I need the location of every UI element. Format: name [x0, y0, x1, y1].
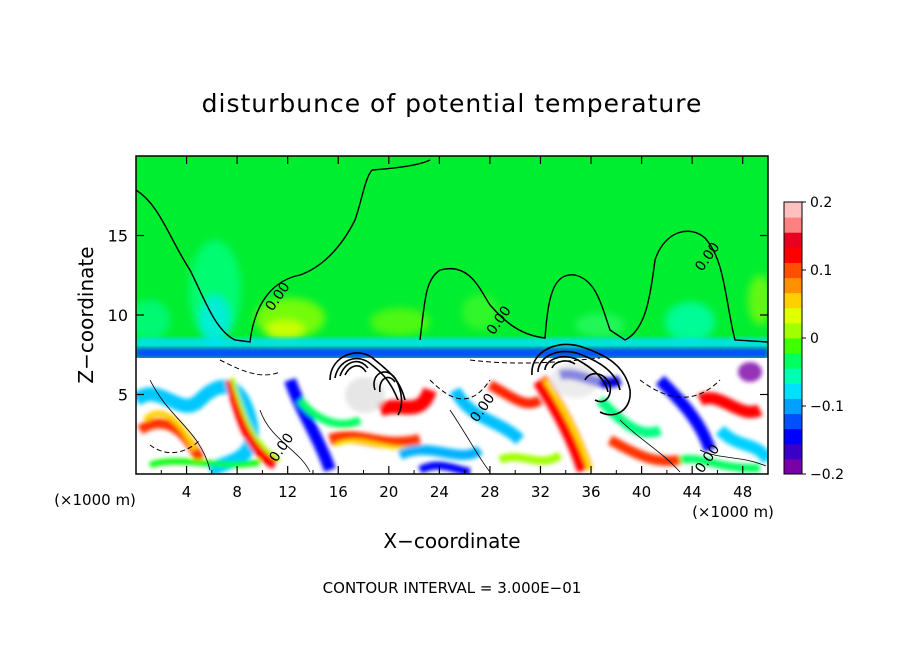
x-tick-label: 24: [430, 483, 449, 501]
colorbar-tick-label: 0.2: [810, 195, 832, 211]
colorbar-swatch: [784, 217, 802, 233]
colorbar-swatch: [784, 428, 802, 445]
y-axis: 5 10 15: [108, 227, 768, 405]
colorbar: 0.2 0.1 0 −0.1 −0.2: [783, 195, 844, 483]
colorbar-swatch: [784, 277, 802, 294]
x-axis-label: X−coordinate: [383, 529, 520, 553]
x-tick-label: 48: [733, 483, 752, 501]
colorbar-swatch: [784, 307, 802, 324]
colorbar-tick-label: 0.1: [810, 263, 832, 279]
x-tick-label: 40: [632, 483, 651, 501]
plot-area: 0.000.000.000.000.000.00: [136, 156, 768, 474]
colorbar-tick-label: −0.2: [810, 467, 844, 483]
colorbar-tick-label: −0.1: [810, 399, 844, 415]
thermal-bubble-right: [531, 343, 631, 416]
x-tick-label: 8: [232, 483, 242, 501]
x-tick-label: 12: [278, 483, 297, 501]
chart-title: disturbunce of potential temperature: [202, 89, 703, 118]
x-tick-label: 44: [683, 483, 702, 501]
y-tick-label: 5: [118, 386, 128, 405]
colorbar-swatch: [784, 262, 802, 279]
lower-turbulence: [136, 362, 768, 474]
x-unit-left: (×1000 m): [54, 491, 136, 509]
inversion-band-blue: [136, 348, 768, 358]
colorbar-swatch: [784, 458, 802, 475]
zero-contours: [136, 159, 768, 343]
colorbar-swatch: [784, 353, 802, 369]
colorbar-swatch: [784, 413, 802, 430]
x-tick-label: 4: [182, 483, 192, 501]
colorbar-tick-label: 0: [810, 331, 819, 347]
thermal-bubble-left: [329, 352, 406, 416]
colorbar-swatch: [784, 322, 802, 339]
x-tick-label: 28: [480, 483, 499, 501]
x-tick-label: 16: [329, 483, 348, 501]
y-tick-label: 15: [108, 227, 128, 246]
upper-field: [136, 240, 768, 345]
dashed-contours: [149, 357, 721, 454]
x-tick-label: 32: [531, 483, 550, 501]
colorbar-swatch: [784, 368, 802, 384]
thin-contours: [149, 379, 767, 473]
x-unit-right: (×1000 m): [692, 503, 774, 521]
x-tick-label: 20: [379, 483, 398, 501]
contour-interval: CONTOUR INTERVAL = 3.000E−01: [323, 579, 582, 597]
colorbar-swatch: [784, 292, 802, 309]
colorbar-swatch: [784, 247, 802, 263]
colorbar-swatch: [784, 443, 802, 460]
y-tick-label: 10: [108, 306, 128, 325]
colorbar-swatch: [784, 398, 802, 415]
x-axis: 4 8 12 16 20 24 28 32 36 40 44 48: [160, 156, 752, 501]
x-tick-label: 36: [581, 483, 600, 501]
colorbar-swatch: [784, 232, 802, 248]
colorbar-swatch: [784, 383, 802, 399]
y-axis-label: Z−coordinate: [74, 246, 98, 383]
inversion-band-cyan: [136, 338, 768, 348]
colorbar-swatch: [784, 338, 802, 354]
colorbar-swatch: [784, 202, 802, 218]
